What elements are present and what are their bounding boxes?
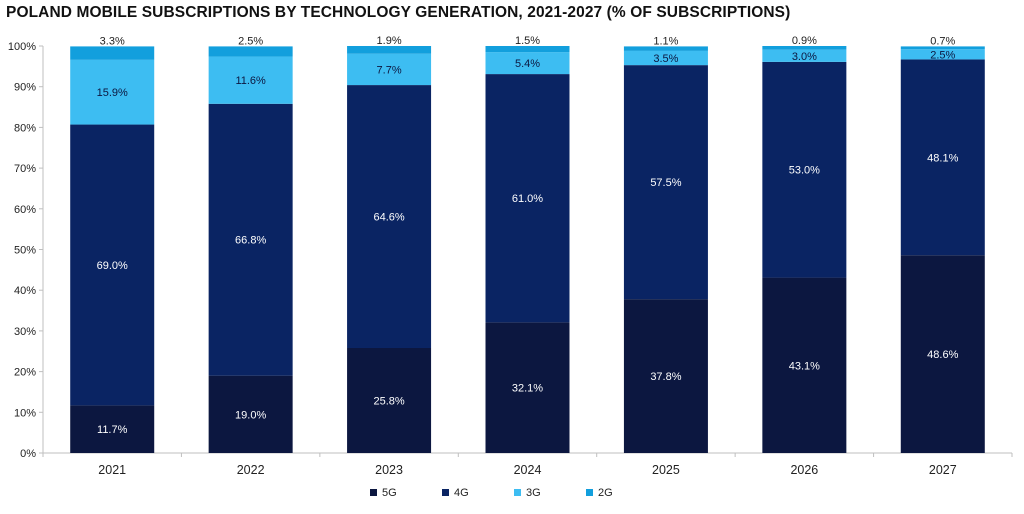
bar-5g-2026 (762, 277, 847, 453)
bar-5g-2021 (70, 405, 155, 453)
data-label-5g-2027: 48.6% (927, 349, 958, 361)
data-label-3g-2024: 5.4% (515, 58, 540, 70)
data-label-4g-2026: 53.0% (789, 165, 820, 177)
data-label-4g-2021: 69.0% (97, 260, 128, 272)
x-tick-label: 2022 (237, 463, 265, 477)
legend-swatch-3g (514, 489, 521, 496)
data-label-5g-2021: 11.7% (97, 424, 128, 436)
bar-2g-2027 (900, 46, 985, 50)
legend-label-4g: 4G (454, 487, 469, 499)
x-tick-label: 2027 (929, 463, 957, 477)
chart-title: POLAND MOBILE SUBSCRIPTIONS BY TECHNOLOG… (6, 4, 791, 21)
bar-3g-2023 (347, 53, 432, 86)
bar-2g-2024 (485, 46, 570, 53)
data-label-2g-2021: 3.3% (100, 35, 125, 47)
y-tick-label: 90% (14, 82, 36, 94)
data-label-3g-2026: 3.0% (792, 51, 817, 63)
y-tick-label: 70% (14, 163, 36, 175)
data-label-3g-2022: 11.6% (235, 75, 266, 87)
data-label-3g-2023: 7.7% (377, 64, 402, 76)
x-tick-label: 2021 (98, 463, 126, 477)
bar-4g-2022 (208, 103, 293, 376)
bar-2g-2021 (70, 46, 155, 60)
data-label-3g-2027: 2.5% (930, 49, 955, 61)
y-tick-label: 80% (14, 122, 36, 134)
bar-2g-2022 (208, 46, 293, 57)
legend-label-3g: 3G (526, 487, 541, 499)
legend-label-5g: 5G (382, 487, 397, 499)
data-label-5g-2022: 19.0% (235, 409, 266, 421)
data-label-4g-2025: 57.5% (650, 177, 681, 189)
bar-3g-2026 (762, 49, 847, 62)
data-label-2g-2026: 0.9% (792, 35, 817, 47)
y-tick-label: 50% (14, 245, 36, 257)
data-label-5g-2024: 32.1% (512, 383, 543, 395)
bar-3g-2024 (485, 52, 570, 75)
y-tick-label: 40% (14, 285, 36, 297)
bar-3g-2022 (208, 56, 293, 104)
y-tick-label: 100% (8, 41, 36, 53)
x-tick-label: 2024 (514, 463, 542, 477)
data-label-4g-2027: 48.1% (927, 152, 958, 164)
x-tick-label: 2026 (790, 463, 818, 477)
data-label-3g-2025: 3.5% (653, 53, 678, 65)
bar-2g-2025 (623, 46, 708, 51)
bar-5g-2025 (623, 299, 708, 453)
bar-4g-2027 (900, 59, 985, 256)
bar-3g-2021 (70, 59, 155, 125)
bar-2g-2023 (347, 46, 432, 54)
data-label-5g-2025: 37.8% (650, 371, 681, 383)
bar-4g-2024 (485, 74, 570, 323)
data-label-4g-2024: 61.0% (512, 193, 543, 205)
data-label-2g-2023: 1.9% (377, 35, 402, 47)
bar-3g-2027 (900, 49, 985, 60)
data-label-4g-2022: 66.8% (235, 235, 266, 247)
x-tick-label: 2025 (652, 463, 680, 477)
bar-2g-2026 (762, 46, 847, 50)
bar-4g-2025 (623, 65, 708, 300)
bar-5g-2027 (900, 255, 985, 453)
bar-3g-2025 (623, 50, 708, 66)
legend-swatch-4g (442, 489, 449, 496)
bar-5g-2022 (208, 375, 293, 453)
data-label-5g-2026: 43.1% (789, 360, 820, 372)
bar-5g-2024 (485, 322, 570, 453)
bar-5g-2023 (347, 347, 432, 453)
y-tick-label: 10% (14, 407, 36, 419)
y-tick-label: 0% (20, 448, 36, 460)
y-tick-label: 60% (14, 204, 36, 216)
x-tick-label: 2023 (375, 463, 403, 477)
legend-swatch-5g (370, 489, 377, 496)
legend-swatch-2g (586, 489, 593, 496)
data-label-2g-2025: 1.1% (653, 35, 678, 47)
data-label-2g-2022: 2.5% (238, 35, 263, 47)
y-tick-label: 20% (14, 367, 36, 379)
legend-label-2g: 2G (598, 487, 613, 499)
data-label-4g-2023: 64.6% (373, 212, 404, 224)
y-tick-label: 30% (14, 326, 36, 338)
data-label-5g-2023: 25.8% (373, 395, 404, 407)
bar-4g-2026 (762, 61, 847, 278)
bar-4g-2023 (347, 85, 432, 348)
data-label-2g-2027: 0.7% (930, 35, 955, 47)
data-label-3g-2021: 15.9% (97, 87, 128, 99)
bar-4g-2021 (70, 124, 155, 406)
data-label-2g-2024: 1.5% (515, 35, 540, 47)
